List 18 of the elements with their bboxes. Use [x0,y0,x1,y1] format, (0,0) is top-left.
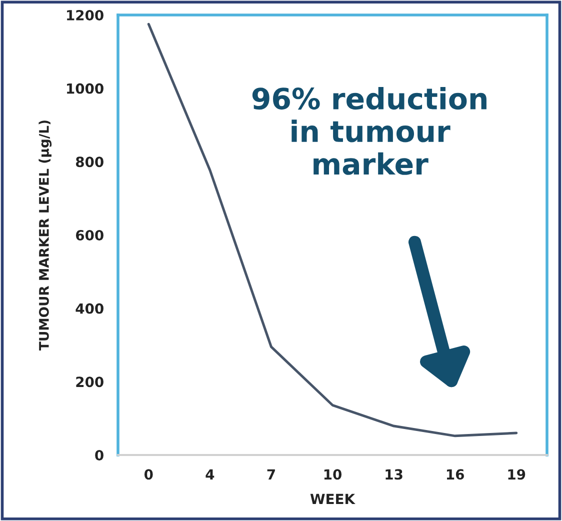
y-tick-label: 800 [76,156,104,168]
y-tick-label: 400 [76,303,104,314]
x-tick-label: 16 [446,469,464,480]
y-tick-label: 1200 [67,10,104,20]
y-tick-label: 1000 [67,83,104,94]
y-tick-label: 0 [95,450,104,460]
x-tick-label: 13 [386,469,402,480]
annotation: 96% reduction in tumour marker [252,87,486,175]
line-series [147,22,518,438]
x-tick-label: 0 [144,469,153,480]
x-tick-label: 19 [508,469,526,480]
x-tick-label: 10 [324,469,342,480]
x-axis-title: WEEK [310,494,356,504]
x-tick-label: 4 [206,469,214,480]
y-tick-label: 200 [76,376,104,388]
x-tick-label: 7 [267,469,275,480]
y-axis-title: TUMOUR MARKER LEVEL (μg/L) [38,120,52,350]
y-tick-label: 600 [76,230,104,240]
